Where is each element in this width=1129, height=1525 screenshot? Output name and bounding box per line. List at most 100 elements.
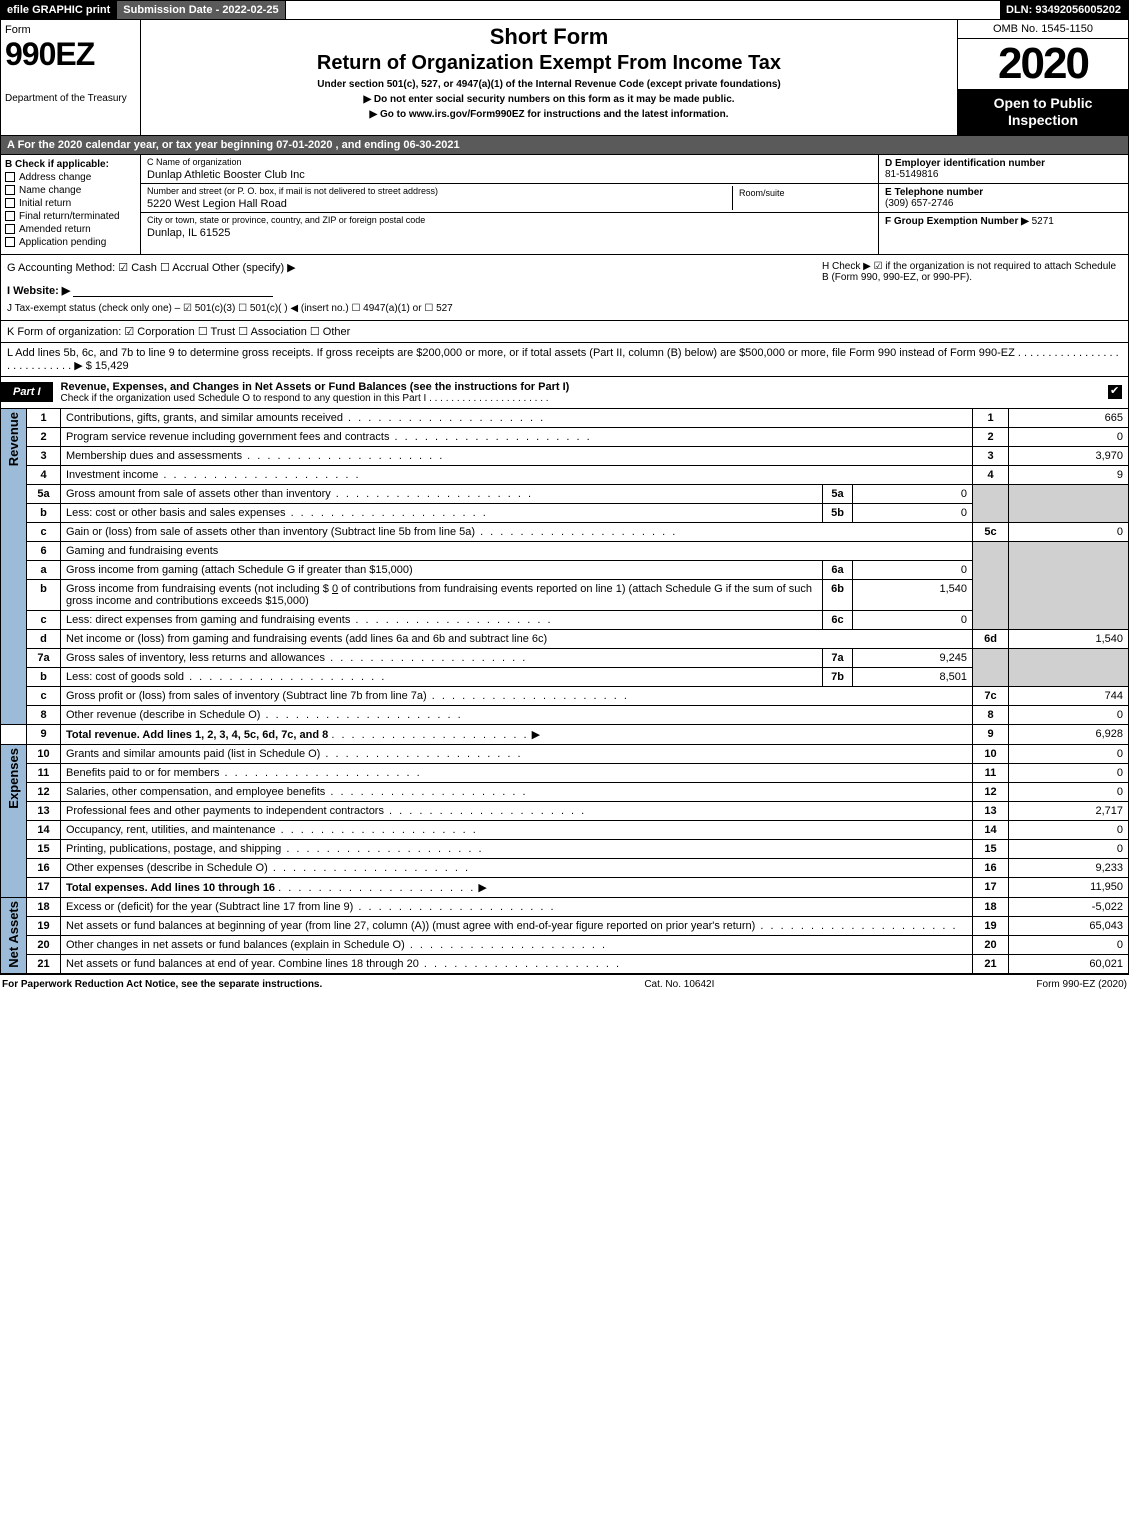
row-12-desc: Salaries, other compensation, and employ… (66, 786, 528, 798)
chk-final-return[interactable] (5, 211, 15, 221)
goto-link[interactable]: ▶ Go to www.irs.gov/Form990EZ for instru… (149, 109, 949, 120)
lbl-application-pending: Application pending (19, 237, 106, 248)
top-bar: efile GRAPHIC print Submission Date - 20… (0, 0, 1129, 20)
row-14-num: 14 (27, 820, 61, 839)
row-2-rnum: 2 (973, 427, 1009, 446)
row-1-desc: Contributions, gifts, grants, and simila… (66, 412, 545, 424)
part-i-header: Part I Revenue, Expenses, and Changes in… (0, 377, 1129, 409)
row-6b-subnum: 6b (823, 579, 853, 610)
row-20-desc: Other changes in net assets or fund bala… (66, 939, 607, 951)
row-3-desc: Membership dues and assessments (66, 450, 444, 462)
row-5b-subnum: 5b (823, 503, 853, 522)
row-6c-subval: 0 (853, 610, 973, 629)
row-17-num: 17 (27, 877, 61, 897)
row-20-value: 0 (1009, 935, 1129, 954)
row-11-desc: Benefits paid to or for members (66, 767, 422, 779)
row-12-num: 12 (27, 782, 61, 801)
row-6d-value: 1,540 (1009, 629, 1129, 648)
chk-application-pending[interactable] (5, 237, 15, 247)
row-8-num: 8 (27, 705, 61, 724)
row-18-desc: Excess or (deficit) for the year (Subtra… (66, 901, 556, 913)
footer-left: For Paperwork Reduction Act Notice, see … (2, 979, 322, 990)
e-label: E Telephone number (885, 187, 983, 198)
row-5b-subval: 0 (853, 503, 973, 522)
row-8-desc: Other revenue (describe in Schedule O) (66, 709, 463, 721)
row-7c-num: c (27, 686, 61, 705)
row-4-value: 9 (1009, 465, 1129, 484)
form-title-block: Short Form Return of Organization Exempt… (141, 20, 958, 135)
row-2-value: 0 (1009, 427, 1129, 446)
chk-name-change[interactable] (5, 185, 15, 195)
checkbox-column-b: B Check if applicable: Address change Na… (1, 155, 141, 254)
shade-6-val (1009, 541, 1129, 629)
row-7b-desc: Less: cost of goods sold (66, 671, 386, 683)
row-18-value: -5,022 (1009, 897, 1129, 916)
row-6a-subnum: 6a (823, 560, 853, 579)
row-6d-num: d (27, 629, 61, 648)
row-17-desc: Total expenses. Add lines 10 through 16 (66, 882, 275, 894)
block-b-to-f: B Check if applicable: Address change Na… (0, 155, 1129, 255)
row-5c-rnum: 5c (973, 522, 1009, 541)
row-21-desc: Net assets or fund balances at end of ye… (66, 958, 621, 970)
row-1-num: 1 (27, 409, 61, 428)
row-7b-num: b (27, 667, 61, 686)
shade-6 (973, 541, 1009, 629)
row-15-value: 0 (1009, 839, 1129, 858)
row-6-num: 6 (27, 541, 61, 560)
line-g: G Accounting Method: ☑ Cash ☐ Accrual Ot… (7, 261, 802, 274)
row-6b-amount: 0 (332, 583, 338, 595)
under-section: Under section 501(c), 527, or 4947(a)(1)… (149, 79, 949, 90)
right-info-block: D Employer identification number 81-5149… (878, 155, 1128, 254)
line-a-tax-year: A For the 2020 calendar year, or tax yea… (0, 136, 1129, 155)
side-label-expenses: Expenses (1, 744, 27, 897)
row-5b-desc: Less: cost or other basis and sales expe… (66, 507, 488, 519)
footer-cat-no: Cat. No. 10642I (644, 979, 714, 990)
b-title: B Check if applicable: (5, 159, 136, 170)
shade-7ab-val (1009, 648, 1129, 686)
chk-address-change[interactable] (5, 172, 15, 182)
shade-7ab (973, 648, 1009, 686)
row-20-rnum: 20 (973, 935, 1009, 954)
row-15-rnum: 15 (973, 839, 1009, 858)
row-19-value: 65,043 (1009, 916, 1129, 935)
row-16-num: 16 (27, 858, 61, 877)
chk-amended-return[interactable] (5, 224, 15, 234)
tax-year: 2020 (958, 39, 1128, 89)
header-right: OMB No. 1545-1150 2020 Open to Public In… (958, 20, 1128, 135)
row-5a-num: 5a (27, 484, 61, 503)
row-7c-desc: Gross profit or (loss) from sales of inv… (66, 690, 629, 702)
row-5c-num: c (27, 522, 61, 541)
row-5a-subval: 0 (853, 484, 973, 503)
row-9-value: 6,928 (1009, 724, 1129, 744)
row-14-rnum: 14 (973, 820, 1009, 839)
row-13-rnum: 13 (973, 801, 1009, 820)
telephone: (309) 657-2746 (885, 198, 953, 209)
shade-5ab-val (1009, 484, 1129, 522)
row-10-desc: Grants and similar amounts paid (list in… (66, 748, 523, 760)
form-word: Form (5, 24, 136, 36)
submission-date: Submission Date - 2022-02-25 (117, 1, 285, 19)
row-21-value: 60,021 (1009, 955, 1129, 974)
chk-initial-return[interactable] (5, 198, 15, 208)
city-state-zip: Dunlap, IL 61525 (147, 225, 872, 239)
efile-graphic-print[interactable]: efile GRAPHIC print (1, 1, 117, 19)
row-8-value: 0 (1009, 705, 1129, 724)
row-7a-num: 7a (27, 648, 61, 667)
part-i-schedule-o-checkbox[interactable] (1108, 385, 1122, 399)
row-12-value: 0 (1009, 782, 1129, 801)
form-id-block: Form 990EZ Department of the Treasury (1, 20, 141, 135)
row-12-rnum: 12 (973, 782, 1009, 801)
row-11-rnum: 11 (973, 763, 1009, 782)
row-13-value: 2,717 (1009, 801, 1129, 820)
group-exemption-number: 5271 (1032, 216, 1054, 227)
website-input[interactable] (73, 285, 273, 297)
short-form-label: Short Form (149, 24, 949, 50)
org-name: Dunlap Athletic Booster Club Inc (147, 167, 872, 181)
do-not-enter-ssn: ▶ Do not enter social security numbers o… (149, 94, 949, 105)
city-label: City or town, state or province, country… (147, 215, 872, 225)
lbl-name-change: Name change (19, 185, 81, 196)
row-19-rnum: 19 (973, 916, 1009, 935)
row-11-num: 11 (27, 763, 61, 782)
row-6d-rnum: 6d (973, 629, 1009, 648)
part-i-table: Revenue 1 Contributions, gifts, grants, … (0, 409, 1129, 975)
